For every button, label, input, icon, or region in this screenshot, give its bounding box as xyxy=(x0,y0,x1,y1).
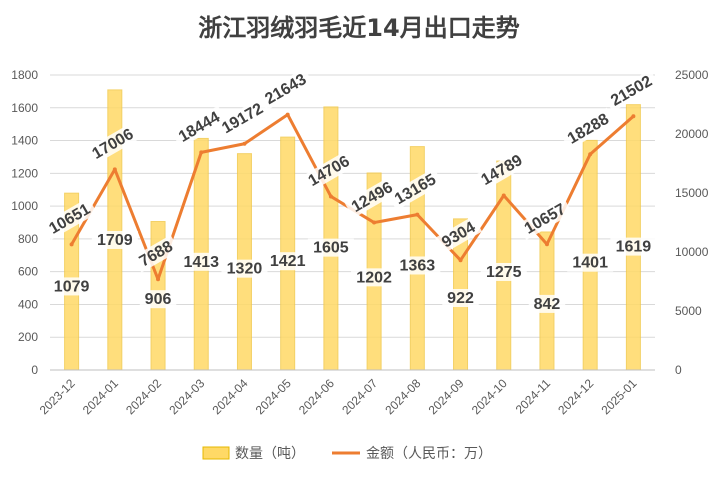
bar-value-label: 1320 xyxy=(227,261,263,278)
bar-label-bg xyxy=(528,294,566,313)
left-tick-label: 0 xyxy=(31,363,38,377)
bar-label-bg xyxy=(178,252,225,271)
left-tick-label: 200 xyxy=(18,330,38,344)
bar-value-label: 1413 xyxy=(183,254,219,271)
line-label-bg xyxy=(214,97,271,140)
line-label-bg xyxy=(387,168,443,211)
left-tick-label: 800 xyxy=(18,232,38,246)
bar-label-bg xyxy=(567,253,614,272)
bar-label-bg xyxy=(139,290,177,309)
bar-label-bg xyxy=(394,256,441,275)
bar-label-bg xyxy=(307,238,354,257)
bar-value-label: 1079 xyxy=(54,278,90,295)
line-label-bg xyxy=(560,107,616,150)
line-label-bg xyxy=(301,149,357,193)
bar-value-label: 1421 xyxy=(270,253,306,270)
line-point xyxy=(372,220,377,225)
left-tick-label: 1800 xyxy=(11,68,38,82)
line-label-bg xyxy=(474,148,530,192)
bar-label-bg xyxy=(48,277,95,296)
line-label-bg xyxy=(434,215,483,254)
line-point xyxy=(199,150,204,155)
bar-value-label: 842 xyxy=(534,296,561,313)
bar-value-label: 1202 xyxy=(356,269,392,286)
line-point xyxy=(156,277,161,282)
line-label-bg xyxy=(517,197,573,240)
bar-label-bg xyxy=(221,259,268,278)
line-label-bg xyxy=(344,175,400,219)
left-tick-label: 1000 xyxy=(11,199,38,213)
line-point xyxy=(588,152,593,157)
bar-label-bg xyxy=(264,252,311,271)
bar-label-bg xyxy=(442,289,479,308)
legend-bar-swatch xyxy=(202,446,230,460)
bar-value-label: 906 xyxy=(145,291,172,308)
left-tick-label: 600 xyxy=(18,265,38,279)
line-point xyxy=(69,242,74,247)
bar-label-bg xyxy=(480,262,527,281)
bar-value-label: 1605 xyxy=(313,240,349,257)
legend-bar-label: 数量（吨） xyxy=(235,446,305,462)
line-point xyxy=(415,212,420,217)
bar-value-label: 922 xyxy=(447,290,474,307)
bar-value-label: 1709 xyxy=(97,232,133,249)
left-tick-label: 1200 xyxy=(11,166,38,180)
line-point xyxy=(544,242,549,247)
bar-value-label: 1275 xyxy=(486,264,522,281)
bar-value-label: 1363 xyxy=(400,257,436,274)
left-tick-label: 1600 xyxy=(11,101,38,115)
right-tick-label: 5000 xyxy=(675,304,702,318)
left-tick-label: 1400 xyxy=(11,134,38,148)
line-label-bg xyxy=(258,67,314,111)
bar-label-bg xyxy=(610,237,657,256)
right-tick-label: 0 xyxy=(675,363,682,377)
line-label-bg xyxy=(603,69,660,112)
right-tick-label: 10000 xyxy=(675,245,709,259)
legend-line-label: 金额（人民币：万） xyxy=(366,446,492,462)
bar xyxy=(323,106,339,371)
chart-title: 浙江羽绒羽毛近14月出口走势 xyxy=(198,14,519,42)
left-axis: 0 200 400 600 800 1000 1200 1400 1600 1800 xyxy=(11,68,38,377)
line-point xyxy=(328,194,333,199)
line-label-bg xyxy=(132,235,180,273)
line-point xyxy=(631,114,636,119)
legend: 数量（吨） 金额（人民币：万） xyxy=(202,446,492,462)
bar-labels: 1079 1709 906 1413 1320 1421 1605 1202 1363 922 12… xyxy=(48,230,657,313)
bar xyxy=(625,104,641,371)
line-label-bg xyxy=(85,122,141,166)
right-tick-label: 20000 xyxy=(675,127,709,141)
bar-label-bg xyxy=(91,230,138,249)
line-point xyxy=(112,167,117,172)
line-point xyxy=(458,258,463,263)
line-point xyxy=(242,141,247,146)
line-point xyxy=(501,193,506,198)
right-tick-label: 25000 xyxy=(675,68,709,82)
bar-label-bg xyxy=(351,268,398,287)
bar-value-label: 1619 xyxy=(616,239,652,256)
line-point xyxy=(285,112,290,117)
line-label-bg xyxy=(41,197,98,241)
right-axis: 0 5000 10000 15000 20000 25000 xyxy=(675,68,709,377)
bar-value-label: 1401 xyxy=(572,255,608,272)
line-label-bg xyxy=(171,105,227,149)
left-tick-label: 400 xyxy=(18,297,38,311)
right-tick-label: 15000 xyxy=(675,186,709,200)
